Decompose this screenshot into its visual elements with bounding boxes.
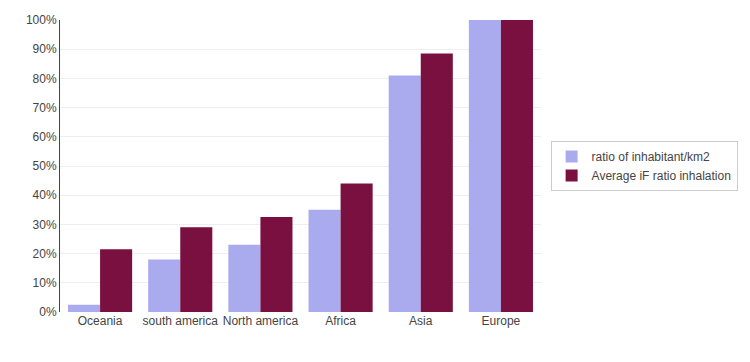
svg-text:80%: 80% xyxy=(33,72,57,86)
svg-text:40%: 40% xyxy=(33,188,57,202)
svg-text:Average iF ratio inhalation: Average iF ratio inhalation xyxy=(592,169,731,183)
svg-text:20%: 20% xyxy=(33,247,57,261)
svg-text:North america: North america xyxy=(223,314,299,328)
svg-text:70%: 70% xyxy=(33,101,57,115)
svg-text:50%: 50% xyxy=(33,159,57,173)
svg-text:30%: 30% xyxy=(33,218,57,232)
svg-text:0%: 0% xyxy=(39,305,57,319)
svg-text:Asia: Asia xyxy=(409,314,433,328)
svg-text:ratio of inhabitant/km2: ratio of inhabitant/km2 xyxy=(592,150,710,164)
svg-text:south america: south america xyxy=(143,314,219,328)
svg-text:Europe: Europe xyxy=(482,314,521,328)
svg-text:100%: 100% xyxy=(26,13,57,27)
svg-text:60%: 60% xyxy=(33,130,57,144)
svg-text:90%: 90% xyxy=(33,42,57,56)
svg-text:10%: 10% xyxy=(33,276,57,290)
svg-text:Africa: Africa xyxy=(325,314,356,328)
svg-text:Oceania: Oceania xyxy=(78,314,123,328)
